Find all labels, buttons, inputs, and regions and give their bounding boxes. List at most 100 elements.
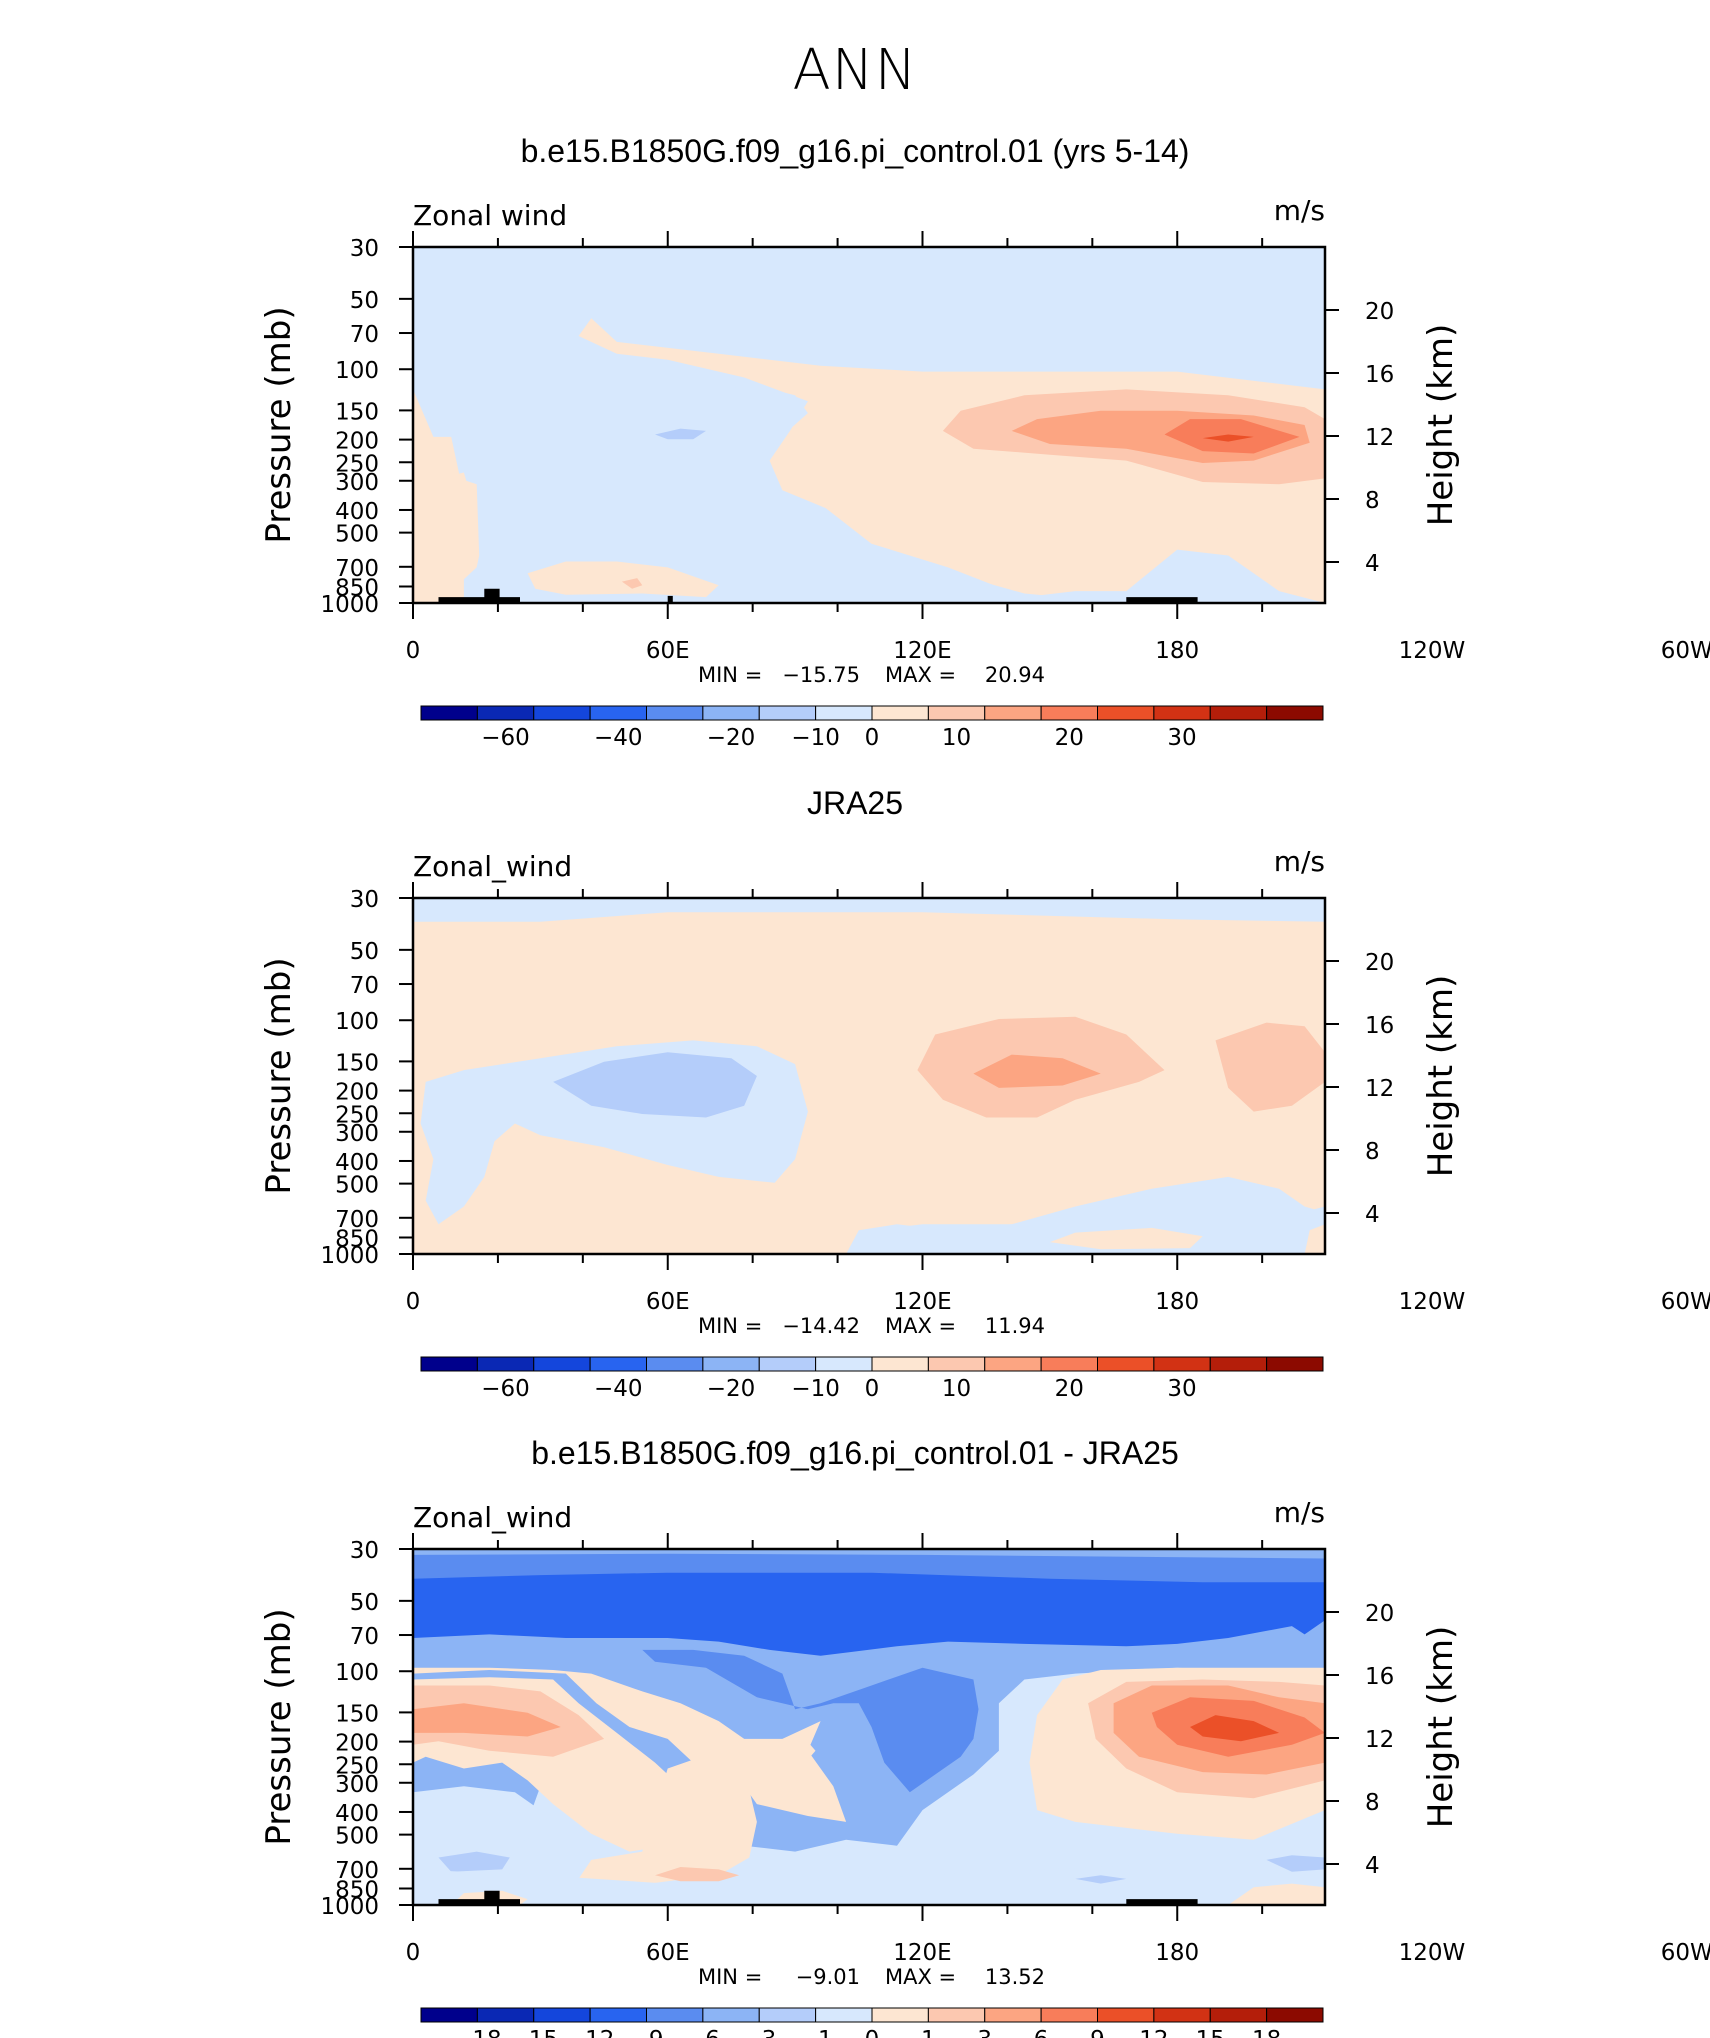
contour-region — [527, 561, 719, 598]
y-tick-label: 100 — [335, 358, 379, 384]
contour-region — [655, 428, 706, 440]
max-label: MAX = — [885, 1965, 956, 1989]
colorbar-tick-label: 3 — [977, 2027, 992, 2038]
colorbar-cell — [1040, 2007, 1098, 2023]
contour-region — [438, 472, 469, 509]
x-tick-label: 0 — [406, 1940, 421, 1966]
y-tick-label: 300 — [335, 1772, 379, 1798]
y-tick-label: 700 — [335, 1858, 379, 1884]
colorbar-cell — [589, 705, 647, 721]
contour-region — [655, 1867, 740, 1882]
y-tick-label: 150 — [335, 1050, 379, 1076]
contour-region — [782, 1732, 816, 1769]
plot-frame — [411, 1547, 1327, 1907]
contour-region — [413, 1786, 541, 1870]
y-tick-label: 300 — [335, 1121, 379, 1147]
panel-2-title: JRA25 — [806, 785, 904, 821]
colorbar-cell — [1266, 705, 1324, 721]
colorbar-cell — [1153, 705, 1211, 721]
colorbar-cell — [1097, 705, 1155, 721]
topography-mask — [1126, 1899, 1198, 1905]
topography-mask — [1126, 597, 1198, 603]
y-right-tick-label: 16 — [1365, 1664, 1394, 1690]
y-tick-label: 400 — [335, 1150, 379, 1176]
colorbar-cell — [758, 2007, 817, 2023]
max-value: 11.94 — [985, 1314, 1045, 1338]
colorbar-tick-label: −40 — [594, 725, 643, 751]
colorbar-cell — [927, 705, 986, 721]
colorbar-tick-label: 0 — [865, 725, 880, 751]
y-tick-label: 700 — [335, 556, 379, 582]
min-value: −9.01 — [796, 1965, 860, 1989]
y-tick-label: 100 — [335, 1009, 379, 1035]
y-tick-label: 400 — [335, 1801, 379, 1827]
y-axis-label: Pressure (mb) — [259, 1608, 299, 1845]
contour-region — [1304, 1224, 1325, 1254]
y-right-tick-label: 12 — [1365, 1727, 1394, 1753]
colorbar-cell — [871, 2007, 929, 2023]
colorbar-tick-label: −10 — [791, 1376, 840, 1402]
colorbar-cell — [702, 2007, 760, 2023]
x-tick-label: 180 — [1155, 1289, 1199, 1315]
colorbar-cell — [420, 2007, 478, 2023]
x-tick-label: 180 — [1155, 638, 1199, 664]
y-axis-label-right: Height (km) — [1421, 975, 1461, 1178]
y-tick-label: 30 — [350, 887, 379, 913]
contour-region — [425, 1236, 477, 1254]
contour-region — [413, 1667, 847, 1822]
x-tick-label: 120E — [893, 1940, 951, 1966]
colorbar-tick-label: 0 — [865, 1376, 880, 1402]
colorbar-tick-label: −9 — [630, 2027, 664, 2038]
x-tick-label: 0 — [406, 638, 421, 664]
colorbar-cell — [984, 2007, 1042, 2023]
field-name-label: Zonal_wind — [413, 850, 572, 883]
topography-mask — [667, 595, 673, 603]
colorbar-cell — [1097, 2007, 1155, 2023]
y-tick-label: 850 — [335, 576, 379, 602]
y-tick-label: 50 — [350, 1590, 379, 1616]
colorbar-tick-label: 0 — [865, 2027, 880, 2038]
y-tick-label: 250 — [335, 1102, 379, 1128]
x-tick-label: 120E — [893, 638, 951, 664]
x-tick-label: 180 — [1155, 1940, 1199, 1966]
contour-region — [1075, 1875, 1127, 1884]
y-tick-label: 500 — [335, 522, 379, 548]
colorbar-cell — [702, 705, 760, 721]
contour-region — [443, 478, 480, 603]
colorbar-cell — [815, 705, 873, 721]
colorbar-tick-label: −12 — [566, 2027, 615, 2038]
contour-region — [578, 1750, 757, 1888]
colorbar-cell — [1266, 2007, 1324, 2023]
colorbar-tick-label: −15 — [509, 2027, 558, 2038]
colorbar-cell — [758, 1356, 817, 1372]
y-tick-label: 50 — [350, 939, 379, 965]
colorbar-cell — [1040, 1356, 1098, 1372]
y-right-tick-label: 8 — [1365, 1790, 1380, 1816]
contour-region — [540, 1206, 694, 1245]
contour-fill-group — [413, 318, 1325, 603]
colorbar-tick-label: 20 — [1055, 725, 1084, 751]
colorbar-tick-label: 20 — [1055, 1376, 1084, 1402]
colorbar-cell — [758, 705, 817, 721]
colorbar-cell — [589, 2007, 647, 2023]
chart-panel-3: 0 60E 120E 180 120W 60W3050701001502002503004… — [259, 1496, 1710, 2038]
x-tick-label: 120E — [893, 1289, 951, 1315]
contour-fill-group — [413, 912, 1325, 1254]
colorbar-tick-label: 10 — [942, 1376, 971, 1402]
colorbar-tick-label: 9 — [1090, 2027, 1105, 2038]
min-label: MIN = — [698, 1314, 762, 1338]
y-axis-label: Pressure (mb) — [259, 306, 299, 543]
colorbar-tick-label: −60 — [481, 725, 530, 751]
min-label: MIN = — [698, 663, 762, 687]
y-tick-label: 500 — [335, 1173, 379, 1199]
colorbar-cell — [927, 2007, 986, 2023]
colorbar-tick-label: 12 — [1139, 2027, 1168, 2038]
contour-region — [973, 1054, 1101, 1088]
colorbar-cell — [815, 2007, 873, 2023]
y-tick-label: 700 — [335, 1207, 379, 1233]
y-right-tick-label: 20 — [1365, 299, 1394, 325]
topography-mask — [438, 1890, 520, 1905]
x-tick-label: 60E — [646, 638, 690, 664]
colorbar-cell — [476, 2007, 535, 2023]
